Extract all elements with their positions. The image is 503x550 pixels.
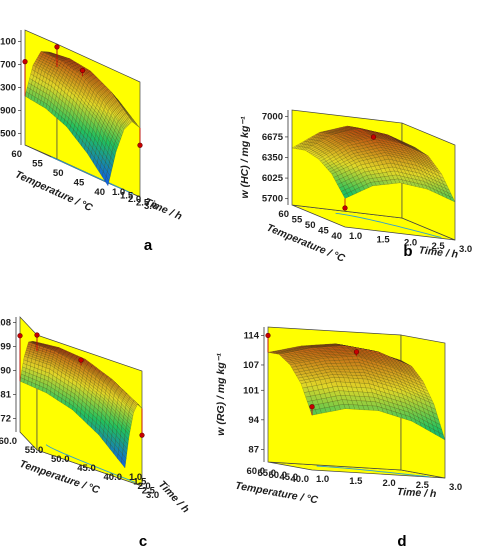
y-tick-label: 3.0 [449, 482, 462, 493]
panel-label-a: a [144, 237, 153, 254]
design-point [353, 349, 360, 355]
z-tick-label: 72 [0, 414, 11, 425]
y-axis-label: Time / h [418, 244, 459, 261]
z-tick-label: 87 [248, 444, 259, 455]
y-tick-label: 1.0 [129, 472, 142, 483]
z-axis-label: w (RG) / mg kg⁻¹ [215, 353, 227, 436]
design-point [342, 205, 348, 211]
x-tick-label: 50 [305, 220, 316, 231]
z-tick-label: 107 [243, 360, 259, 371]
x-tick-label: 45 [318, 226, 329, 237]
design-point [137, 142, 143, 148]
surface-cell [121, 458, 126, 469]
design-point [370, 134, 377, 140]
y-tick-label: 2.5 [142, 486, 156, 497]
x-tick-label: 40.0 [291, 474, 310, 485]
floor-contour [45, 444, 136, 483]
x-tick-label: 45 [74, 178, 85, 189]
y-axis-label: Time / h [397, 486, 437, 500]
x-tick-label: 55 [292, 215, 303, 226]
y-tick-label: 3.0 [144, 201, 157, 212]
x-tick-label: 45.0 [77, 463, 96, 474]
z-tick-label: 5900 [0, 106, 16, 117]
design-point [265, 332, 271, 339]
x-tick-label: 45.0 [280, 472, 299, 483]
x-tick-label: 50.0 [269, 470, 288, 481]
y-tick-label: 2.5 [136, 198, 150, 209]
surface-mesh [19, 341, 143, 469]
panel-c-chart: 72819099108w (RG) / mg kg⁻¹40.045.050.05… [0, 316, 192, 515]
z-tick-label: 114 [244, 330, 260, 341]
x-tick-label: 60 [11, 149, 22, 160]
surface-mesh [24, 51, 141, 187]
x-tick-label: 55 [32, 159, 43, 170]
y-tick-label: 2.0 [383, 478, 396, 489]
x-tick-label: 55.0 [25, 445, 44, 456]
z-tick-label: 6025 [262, 173, 284, 184]
y-axis-label: Time / h [156, 478, 192, 515]
z-tick-label: 7000 [262, 111, 283, 122]
z-axis-label: w (HC) / mg kg⁻¹ [239, 116, 251, 198]
floor-contour [316, 465, 430, 478]
y-tick-label: 1.0 [316, 474, 329, 485]
x-tick-label: 60.0 [0, 436, 17, 447]
x-tick-label: 40.0 [104, 472, 123, 483]
z-tick-label: 5500 [0, 129, 16, 140]
z-tick-label: 6700 [0, 60, 16, 71]
x-tick-label: 40 [331, 231, 342, 242]
design-point [309, 404, 315, 410]
design-point [34, 332, 40, 338]
y-tick-label: 1.5 [349, 476, 363, 487]
y-tick-label: 1.0 [349, 231, 362, 242]
z-tick-label: 6350 [262, 153, 283, 164]
surface-cell [104, 176, 110, 187]
z-tick-label: 5700 [262, 194, 283, 205]
y-tick-label: 2.0 [128, 194, 141, 205]
x-tick-label: 40 [94, 187, 105, 198]
y-axis-label: Time / h [143, 196, 184, 223]
z-tick-label: 7100 [0, 37, 16, 48]
z-tick-label: 90 [0, 365, 11, 376]
y-tick-label: 2.0 [404, 238, 417, 249]
y-tick-label: 1.0 [112, 187, 125, 198]
surface-cell [342, 193, 350, 199]
z-tick-label: 99 [0, 341, 11, 352]
floor-contour [335, 212, 442, 239]
y-tick-label: 2.0 [138, 481, 151, 492]
panel-d-chart: 87 94 101 107 114 w (RG) / mg kg⁻¹ 40.045.050.… [215, 326, 462, 507]
design-point [22, 59, 28, 65]
x-tick-label: 50 [53, 168, 64, 179]
design-point [78, 357, 84, 363]
y-tick-label: 1.5 [377, 234, 391, 245]
panel-label-c: c [139, 533, 147, 550]
panel-b-chart: 5700 6025 6350 6675 7000 w (HC) / mg kg⁻¹ 4045… [239, 109, 472, 265]
z-tick-label: 108 [0, 317, 11, 328]
x-tick-label: 60 [278, 209, 289, 220]
z-tick-label: 6675 [262, 132, 284, 143]
floor-contour [51, 156, 133, 195]
z-tick-label: 101 [243, 385, 260, 396]
y-tick-label: 1.5 [120, 191, 134, 202]
design-point [54, 44, 60, 50]
design-point [17, 333, 23, 339]
x-tick-label: 55.0 [258, 468, 277, 479]
z-tick-label: 94 [248, 415, 259, 426]
surface-mesh [291, 125, 456, 203]
panel-a-chart: 55005900630067007100w (HC) / mg kg⁻¹4045… [0, 29, 184, 223]
panel-label-d: d [397, 533, 406, 550]
y-tick-label: 3.0 [459, 244, 472, 255]
z-tick-label: 81 [0, 390, 11, 401]
x-tick-label: 50.0 [51, 454, 70, 465]
design-point [79, 67, 86, 73]
panel-label-b: b [403, 243, 412, 260]
y-tick-label: 2.5 [416, 480, 430, 491]
z-tick-label: 6300 [0, 83, 16, 94]
y-tick-label: 1.5 [133, 477, 147, 488]
design-point [139, 432, 145, 438]
y-tick-label: 3.0 [146, 490, 159, 501]
y-tick-label: 2.5 [432, 241, 446, 252]
x-tick-label: 60.0 [247, 466, 266, 477]
